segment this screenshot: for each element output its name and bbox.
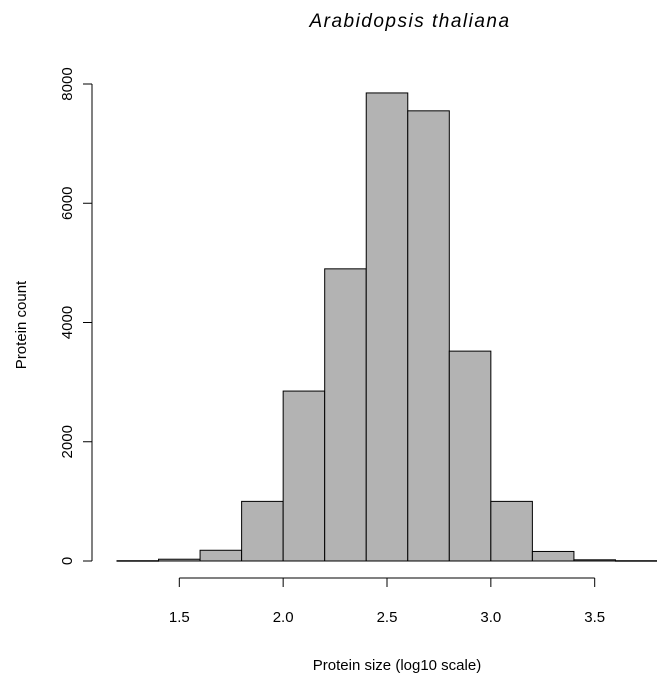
y-tick-label: 8000 xyxy=(59,67,76,100)
histogram-bar xyxy=(116,560,160,562)
chart-title: Arabidopsis thaliana xyxy=(308,11,510,32)
histogram-bar xyxy=(448,350,492,562)
histogram-bar xyxy=(573,559,616,562)
y-axis-label: Protein count xyxy=(13,280,30,369)
histogram-bar xyxy=(614,560,657,562)
histogram-bar xyxy=(199,549,243,562)
x-axis: 1.5 2.0 2.5 3.0 3.5 xyxy=(169,577,605,626)
x-axis-label: Protein size (log10 scale) xyxy=(313,657,481,674)
histogram-bar xyxy=(324,268,367,562)
histogram-bar xyxy=(282,390,326,562)
histogram-bar xyxy=(158,558,201,562)
y-axis: 0 2000 4000 6000 8000 xyxy=(59,67,93,565)
histogram-bar xyxy=(407,110,450,562)
histogram-bar xyxy=(365,92,409,562)
y-tick-label: 6000 xyxy=(59,187,76,220)
x-tick-label: 2.5 xyxy=(377,609,398,626)
y-tick-label: 4000 xyxy=(59,306,76,339)
y-tick-label: 0 xyxy=(59,557,76,565)
histogram-bar xyxy=(241,500,284,562)
x-tick-label: 3.0 xyxy=(480,609,501,626)
bars-group xyxy=(116,92,657,562)
x-tick-label: 1.5 xyxy=(169,609,190,626)
histogram-bar xyxy=(531,550,575,562)
y-tick-label: 2000 xyxy=(59,425,76,458)
histogram-bar xyxy=(490,500,533,562)
x-tick-label: 2.0 xyxy=(273,609,294,626)
x-tick-label: 3.5 xyxy=(584,609,605,626)
